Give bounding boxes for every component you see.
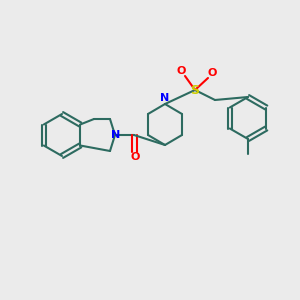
Text: S: S xyxy=(190,83,200,97)
Text: O: O xyxy=(207,68,217,78)
Text: N: N xyxy=(111,130,121,140)
Text: O: O xyxy=(130,152,140,162)
Text: N: N xyxy=(160,93,169,103)
Text: O: O xyxy=(176,66,186,76)
